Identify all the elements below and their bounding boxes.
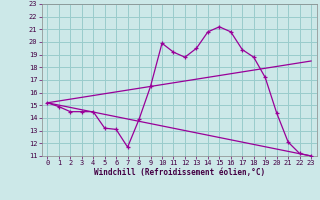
X-axis label: Windchill (Refroidissement éolien,°C): Windchill (Refroidissement éolien,°C) <box>94 168 265 177</box>
